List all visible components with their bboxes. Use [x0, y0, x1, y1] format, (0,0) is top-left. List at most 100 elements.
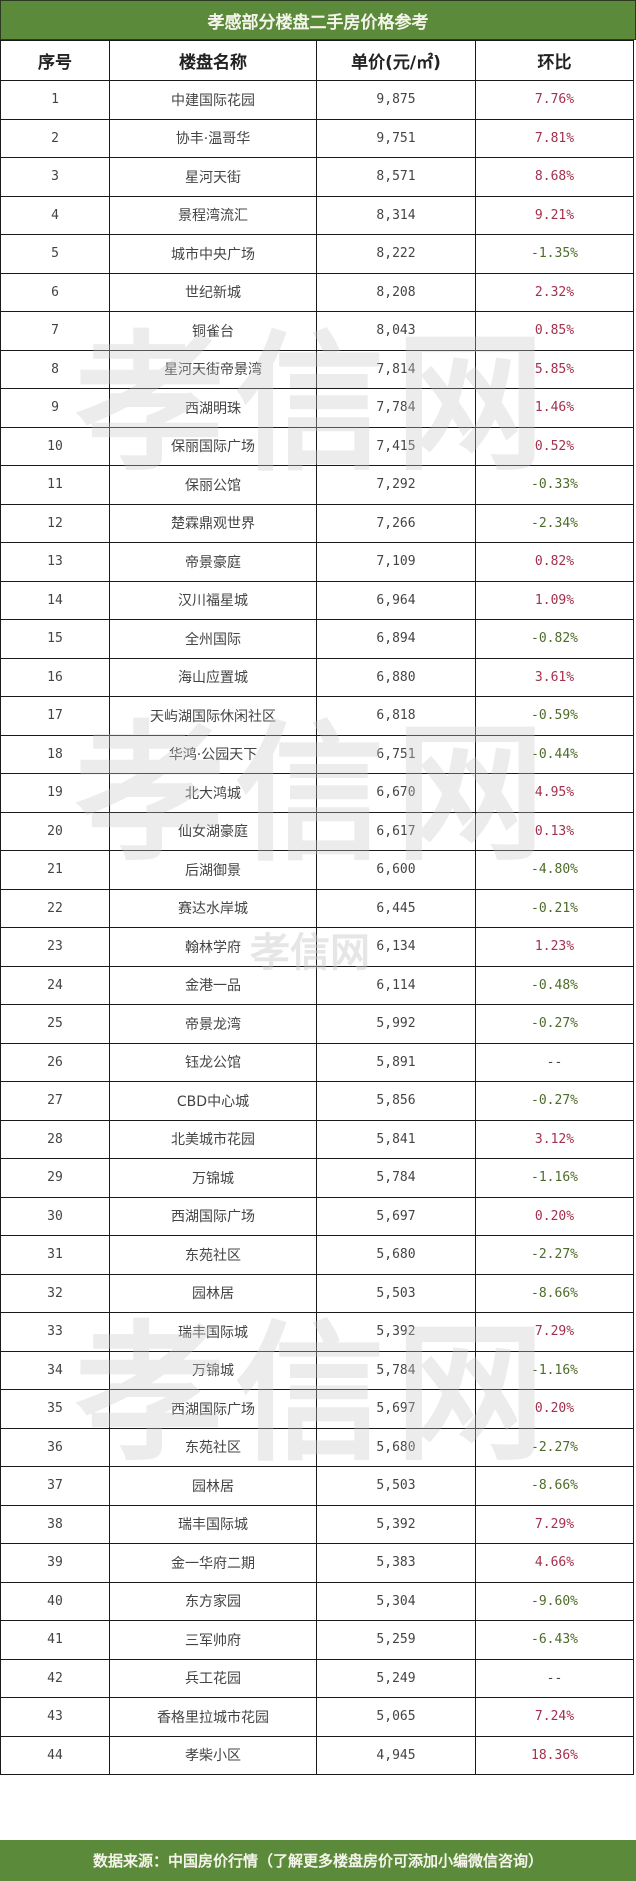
property-name: 华鸿·公园天下 — [109, 734, 317, 774]
property-name: 星河天街 — [109, 157, 317, 197]
table-row: 9 西湖明珠 7,784 1.46% — [0, 388, 634, 428]
row-number: 23 — [0, 927, 110, 967]
table-row: 4 景程湾流汇 8,314 9.21% — [0, 195, 634, 235]
table-row: 6 世纪新城 8,208 2.32% — [0, 272, 634, 312]
unit-price: 6,670 — [316, 773, 476, 813]
unit-price: 5,856 — [316, 1081, 476, 1121]
unit-price: 6,445 — [316, 888, 476, 928]
unit-price: 5,992 — [316, 1004, 476, 1044]
price-change: 7.81% — [475, 118, 634, 158]
property-name: 金一华府二期 — [109, 1543, 317, 1583]
table-row: 3 星河天街 8,571 8.68% — [0, 157, 634, 197]
row-number: 33 — [0, 1312, 110, 1352]
unit-price: 6,600 — [316, 850, 476, 890]
row-number: 34 — [0, 1350, 110, 1390]
table-row: 20 仙女湖豪庭 6,617 0.13% — [0, 811, 634, 851]
property-name: 北美城市花园 — [109, 1119, 317, 1159]
table-row: 24 金港一品 6,114 -0.48% — [0, 965, 634, 1005]
row-number: 28 — [0, 1119, 110, 1159]
row-number: 5 — [0, 234, 110, 274]
property-name: 全州国际 — [109, 619, 317, 659]
price-change: -0.27% — [475, 1081, 634, 1121]
property-name: 西湖明珠 — [109, 388, 317, 428]
row-number: 44 — [0, 1735, 110, 1775]
row-number: 32 — [0, 1273, 110, 1313]
property-name: 汉川福星城 — [109, 580, 317, 620]
row-number: 7 — [0, 311, 110, 351]
table-body: 1 中建国际花园 9,875 7.76% 2 协丰·温哥华 9,751 7.81% 3 星河天街 8… — [0, 80, 634, 1775]
row-number: 14 — [0, 580, 110, 620]
price-change: -- — [475, 1042, 634, 1082]
table-row: 28 北美城市花园 5,841 3.12% — [0, 1119, 634, 1159]
property-name: 万锦城 — [109, 1350, 317, 1390]
unit-price: 6,894 — [316, 619, 476, 659]
table-row: 18 华鸿·公园天下 6,751 -0.44% — [0, 734, 634, 774]
property-name: 东苑社区 — [109, 1235, 317, 1275]
price-table: 序号 楼盘名称 单价(元/㎡) 环比 1 中建国际花园 9,875 7.76% 2 协丰·… — [0, 40, 634, 1775]
row-number: 21 — [0, 850, 110, 890]
unit-price: 5,697 — [316, 1196, 476, 1236]
property-name: 铜雀台 — [109, 311, 317, 351]
price-change: 4.66% — [475, 1543, 634, 1583]
row-number: 9 — [0, 388, 110, 428]
price-change: 1.09% — [475, 580, 634, 620]
row-number: 18 — [0, 734, 110, 774]
table-row: 42 兵工花园 5,249 -- — [0, 1658, 634, 1698]
price-change: -8.66% — [475, 1466, 634, 1506]
table-row: 12 楚霖鼎观世界 7,266 -2.34% — [0, 503, 634, 543]
unit-price: 5,304 — [316, 1581, 476, 1621]
price-change: 7.29% — [475, 1312, 634, 1352]
unit-price: 6,880 — [316, 657, 476, 697]
row-number: 3 — [0, 157, 110, 197]
property-name: 东苑社区 — [109, 1427, 317, 1467]
unit-price: 7,415 — [316, 426, 476, 466]
unit-price: 7,784 — [316, 388, 476, 428]
table-row: 43 香格里拉城市花园 5,065 7.24% — [0, 1697, 634, 1737]
property-name: 仙女湖豪庭 — [109, 811, 317, 851]
unit-price: 6,964 — [316, 580, 476, 620]
property-name: 翰林学府 — [109, 927, 317, 967]
table-row: 39 金一华府二期 5,383 4.66% — [0, 1543, 634, 1583]
unit-price: 5,383 — [316, 1543, 476, 1583]
table-row: 23 翰林学府 6,134 1.23% — [0, 927, 634, 967]
property-name: 协丰·温哥华 — [109, 118, 317, 158]
property-name: 东方家园 — [109, 1581, 317, 1621]
row-number: 30 — [0, 1196, 110, 1236]
unit-price: 5,784 — [316, 1350, 476, 1390]
price-change: 0.85% — [475, 311, 634, 351]
property-name: 后湖御景 — [109, 850, 317, 890]
price-change: 1.23% — [475, 927, 634, 967]
property-name: 香格里拉城市花园 — [109, 1697, 317, 1737]
property-name: 三军帅府 — [109, 1620, 317, 1660]
row-number: 8 — [0, 349, 110, 389]
row-number: 25 — [0, 1004, 110, 1044]
price-change: -0.33% — [475, 465, 634, 505]
unit-price: 8,043 — [316, 311, 476, 351]
row-number: 20 — [0, 811, 110, 851]
price-change: -6.43% — [475, 1620, 634, 1660]
property-name: 瑞丰国际城 — [109, 1504, 317, 1544]
property-name: 海山应置城 — [109, 657, 317, 697]
row-number: 16 — [0, 657, 110, 697]
unit-price: 7,266 — [316, 503, 476, 543]
price-change: -- — [475, 1658, 634, 1698]
unit-price: 7,109 — [316, 542, 476, 582]
table-row: 17 天屿湖国际休闲社区 6,818 -0.59% — [0, 696, 634, 736]
property-name: 中建国际花园 — [109, 80, 317, 120]
column-header-name: 楼盘名称 — [109, 40, 317, 81]
table-row: 41 三军帅府 5,259 -6.43% — [0, 1620, 634, 1660]
unit-price: 5,680 — [316, 1235, 476, 1275]
price-change: 0.82% — [475, 542, 634, 582]
property-name: 兵工花园 — [109, 1658, 317, 1698]
unit-price: 6,134 — [316, 927, 476, 967]
price-change: -0.48% — [475, 965, 634, 1005]
property-name: 园林居 — [109, 1466, 317, 1506]
row-number: 17 — [0, 696, 110, 736]
property-name: 北大鸿城 — [109, 773, 317, 813]
table-row: 2 协丰·温哥华 9,751 7.81% — [0, 118, 634, 158]
price-change: 8.68% — [475, 157, 634, 197]
price-change: 1.46% — [475, 388, 634, 428]
row-number: 29 — [0, 1158, 110, 1198]
row-number: 35 — [0, 1389, 110, 1429]
table-row: 37 园林居 5,503 -8.66% — [0, 1466, 634, 1506]
